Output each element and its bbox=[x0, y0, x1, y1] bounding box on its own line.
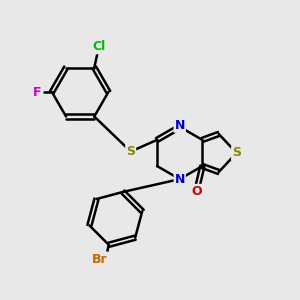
Text: Br: Br bbox=[92, 253, 108, 266]
Text: N: N bbox=[175, 119, 185, 132]
Text: S: S bbox=[232, 146, 241, 160]
Text: Cl: Cl bbox=[92, 40, 105, 53]
Text: F: F bbox=[33, 85, 41, 98]
Text: S: S bbox=[126, 145, 135, 158]
Text: N: N bbox=[175, 172, 185, 186]
Text: O: O bbox=[191, 185, 202, 198]
